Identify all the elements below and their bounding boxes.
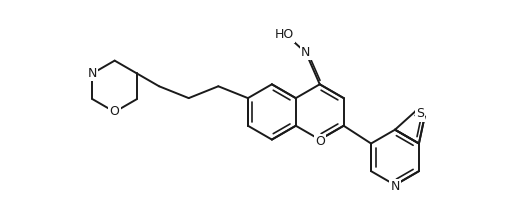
Text: N: N bbox=[390, 180, 400, 193]
Text: N: N bbox=[301, 46, 311, 59]
Text: N: N bbox=[88, 67, 97, 80]
Text: O: O bbox=[110, 106, 119, 118]
Text: O: O bbox=[315, 135, 325, 148]
Text: HO: HO bbox=[275, 28, 294, 42]
Text: S: S bbox=[416, 107, 424, 120]
